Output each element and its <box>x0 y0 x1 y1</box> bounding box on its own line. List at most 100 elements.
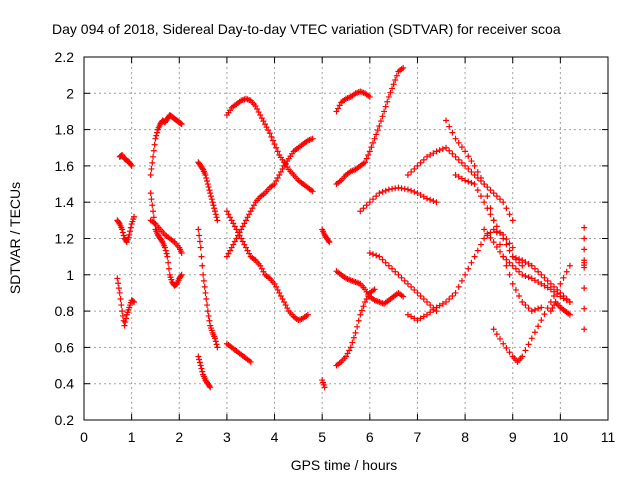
data-point <box>427 309 434 316</box>
data-point <box>321 384 328 391</box>
data-point <box>366 93 373 100</box>
data-point <box>481 199 488 206</box>
data-point <box>213 214 220 221</box>
data-point <box>387 89 394 96</box>
series-track-19 <box>333 286 378 369</box>
data-point <box>148 165 155 172</box>
data-point <box>395 271 402 278</box>
data-point <box>255 109 262 116</box>
data-point <box>512 254 519 261</box>
data-point <box>201 283 208 290</box>
data-point <box>547 308 554 315</box>
data-point <box>128 162 135 169</box>
data-point <box>150 208 157 215</box>
data-point <box>373 252 380 259</box>
data-point <box>423 195 430 202</box>
data-point <box>230 241 237 248</box>
data-point <box>490 326 497 333</box>
data-point <box>506 247 513 254</box>
data-point <box>208 193 215 200</box>
data-point <box>544 277 551 284</box>
data-point <box>357 311 364 318</box>
data-point <box>430 150 437 157</box>
data-point <box>506 349 513 356</box>
data-point <box>178 250 185 257</box>
data-point <box>493 331 500 338</box>
data-point <box>509 244 516 251</box>
data-point <box>471 162 478 169</box>
data-point <box>400 293 407 300</box>
data-point <box>252 103 259 110</box>
data-point <box>528 335 535 342</box>
data-point <box>525 341 532 348</box>
series-track-07 <box>195 159 221 224</box>
data-point <box>487 234 494 241</box>
data-point <box>309 188 316 195</box>
data-point <box>274 148 281 155</box>
data-point <box>274 175 281 181</box>
data-point <box>503 345 510 352</box>
data-point <box>519 299 526 306</box>
data-point <box>541 282 548 289</box>
data-point <box>163 250 170 257</box>
data-point <box>118 302 125 309</box>
data-point <box>531 306 538 313</box>
data-point <box>119 308 126 315</box>
series-track-01 <box>116 152 135 169</box>
data-point <box>242 217 249 224</box>
data-point <box>127 228 134 235</box>
data-point <box>371 135 378 142</box>
data-point <box>257 262 264 269</box>
data-point <box>123 315 130 322</box>
x-tick-label: 4 <box>271 429 279 445</box>
data-point <box>257 112 264 119</box>
data-point <box>203 175 210 181</box>
data-point <box>512 265 519 272</box>
x-tick-label: 10 <box>553 429 569 445</box>
data-point <box>115 285 122 292</box>
data-point <box>152 135 159 142</box>
data-point <box>427 152 434 159</box>
data-point <box>535 305 542 312</box>
data-point <box>446 296 453 302</box>
data-point <box>263 124 270 131</box>
data-point <box>369 139 376 146</box>
data-point <box>566 311 573 318</box>
series-track-20 <box>357 184 440 215</box>
x-tick-label: 5 <box>318 429 326 445</box>
data-point <box>231 238 238 245</box>
x-tick-label: 2 <box>175 429 183 445</box>
series-track-29 <box>547 299 573 318</box>
data-point <box>417 191 424 198</box>
data-point <box>273 144 280 151</box>
data-point <box>204 181 211 188</box>
series-track-03 <box>114 275 138 329</box>
gridlines <box>84 57 608 420</box>
data-point <box>446 147 453 154</box>
data-point <box>249 205 256 212</box>
series-track-30 <box>581 224 588 333</box>
data-point <box>404 280 411 287</box>
chart-title: Day 094 of 2018, Sidereal Day-to-day VTE… <box>52 21 561 37</box>
data-point <box>443 144 450 151</box>
data-point <box>162 247 169 254</box>
data-point <box>205 184 212 191</box>
data-point <box>516 256 523 263</box>
plot-frame <box>83 56 609 421</box>
data-point <box>581 285 588 292</box>
data-point <box>408 187 415 194</box>
data-point <box>547 286 554 293</box>
data-point <box>423 153 430 160</box>
data-point <box>411 188 418 195</box>
data-point <box>344 350 351 357</box>
data-point <box>208 196 215 203</box>
data-point <box>390 81 397 88</box>
data-point <box>385 262 392 269</box>
data-point <box>273 178 280 185</box>
data-point <box>349 339 356 346</box>
data-point <box>503 205 510 212</box>
data-point <box>247 208 254 215</box>
data-point <box>202 289 209 296</box>
data-point <box>325 237 332 244</box>
